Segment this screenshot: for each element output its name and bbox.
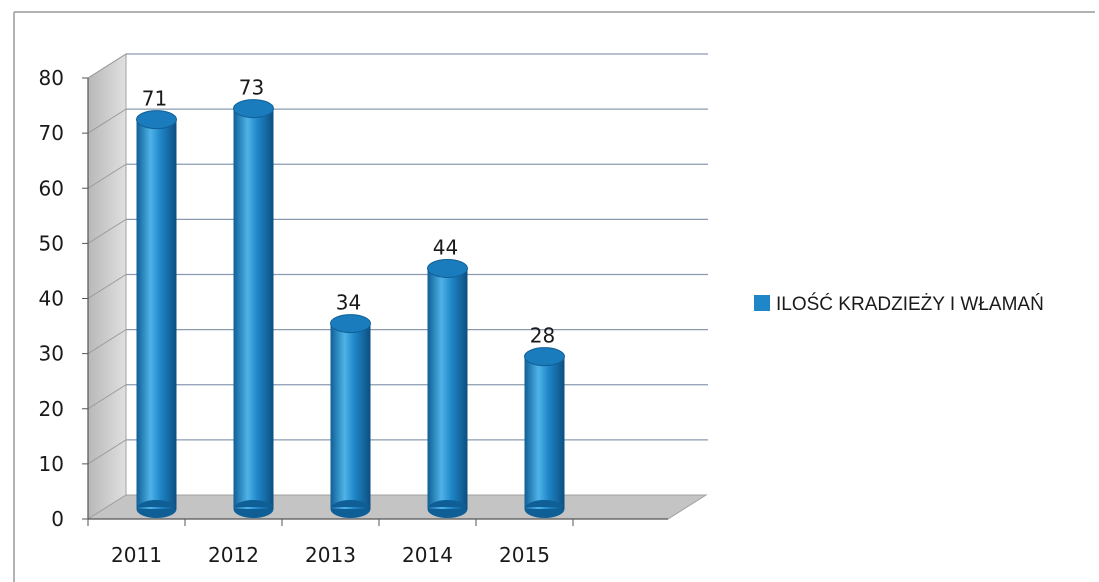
bar-base-join (330, 507, 371, 509)
y-axis-ticks: 0 10 20 30 40 50 60 70 80 (39, 66, 88, 531)
bar (427, 258, 468, 518)
bar-body (427, 268, 468, 509)
gridline-side (87, 218, 127, 244)
bar-body (330, 323, 371, 509)
floor (86, 494, 708, 520)
y-tick-label: 50 (39, 231, 64, 255)
chart-walls (86, 53, 708, 520)
gridline-side (87, 274, 127, 299)
y-tick-label: 40 (39, 287, 64, 311)
x-axis-ticks: 2011 2012 2013 2014 2015 (87, 519, 574, 567)
y-tick-label: 10 (39, 452, 64, 476)
y-tick-label: 80 (39, 66, 64, 90)
bar-body (233, 108, 274, 510)
legend: ILOŚĆ KRADZIEŻY I WŁAMAŃ (754, 293, 1044, 315)
x-tick-label: 2014 (402, 543, 453, 567)
x-tick-label: 2015 (499, 543, 550, 567)
x-tick-label: 2012 (208, 543, 259, 567)
data-label: 44 (433, 235, 458, 259)
bar-base-join (427, 507, 468, 509)
bar-top (330, 314, 371, 334)
bar-top (136, 110, 177, 130)
data-label: 71 (142, 87, 167, 111)
gridlines (87, 53, 708, 465)
bar-body (524, 356, 565, 509)
data-label: 34 (336, 291, 361, 315)
gridline-side (87, 384, 127, 410)
gridline-side (87, 163, 127, 189)
data-labels: 71 73 34 44 28 (142, 76, 555, 348)
bar (330, 314, 371, 518)
bar (136, 110, 177, 518)
bar-base-join (136, 507, 177, 509)
gridline-side (87, 108, 127, 134)
x-tick-label: 2011 (111, 543, 162, 567)
y-tick-label: 20 (39, 397, 64, 421)
bar (524, 347, 565, 518)
data-label: 28 (530, 324, 555, 348)
gridline-side (87, 329, 127, 355)
bar-top (427, 258, 468, 278)
gridline-side (87, 53, 127, 79)
data-label: 73 (239, 76, 264, 100)
bar (233, 99, 274, 518)
bar-top (524, 347, 565, 367)
gridline-side (87, 439, 127, 465)
legend-swatch (754, 295, 770, 311)
x-tick-label: 2013 (305, 543, 356, 567)
bar-body (136, 119, 177, 510)
bar-base-join (233, 507, 274, 509)
bar-top (233, 99, 274, 119)
y-tick-label: 0 (51, 507, 64, 531)
legend-label: ILOŚĆ KRADZIEŻY I WŁAMAŃ (776, 293, 1044, 315)
bar-base-join (524, 507, 565, 509)
y-tick-label: 30 (39, 342, 64, 366)
y-tick-label: 70 (39, 121, 64, 145)
y-tick-label: 60 (39, 176, 64, 200)
bars (136, 99, 565, 518)
